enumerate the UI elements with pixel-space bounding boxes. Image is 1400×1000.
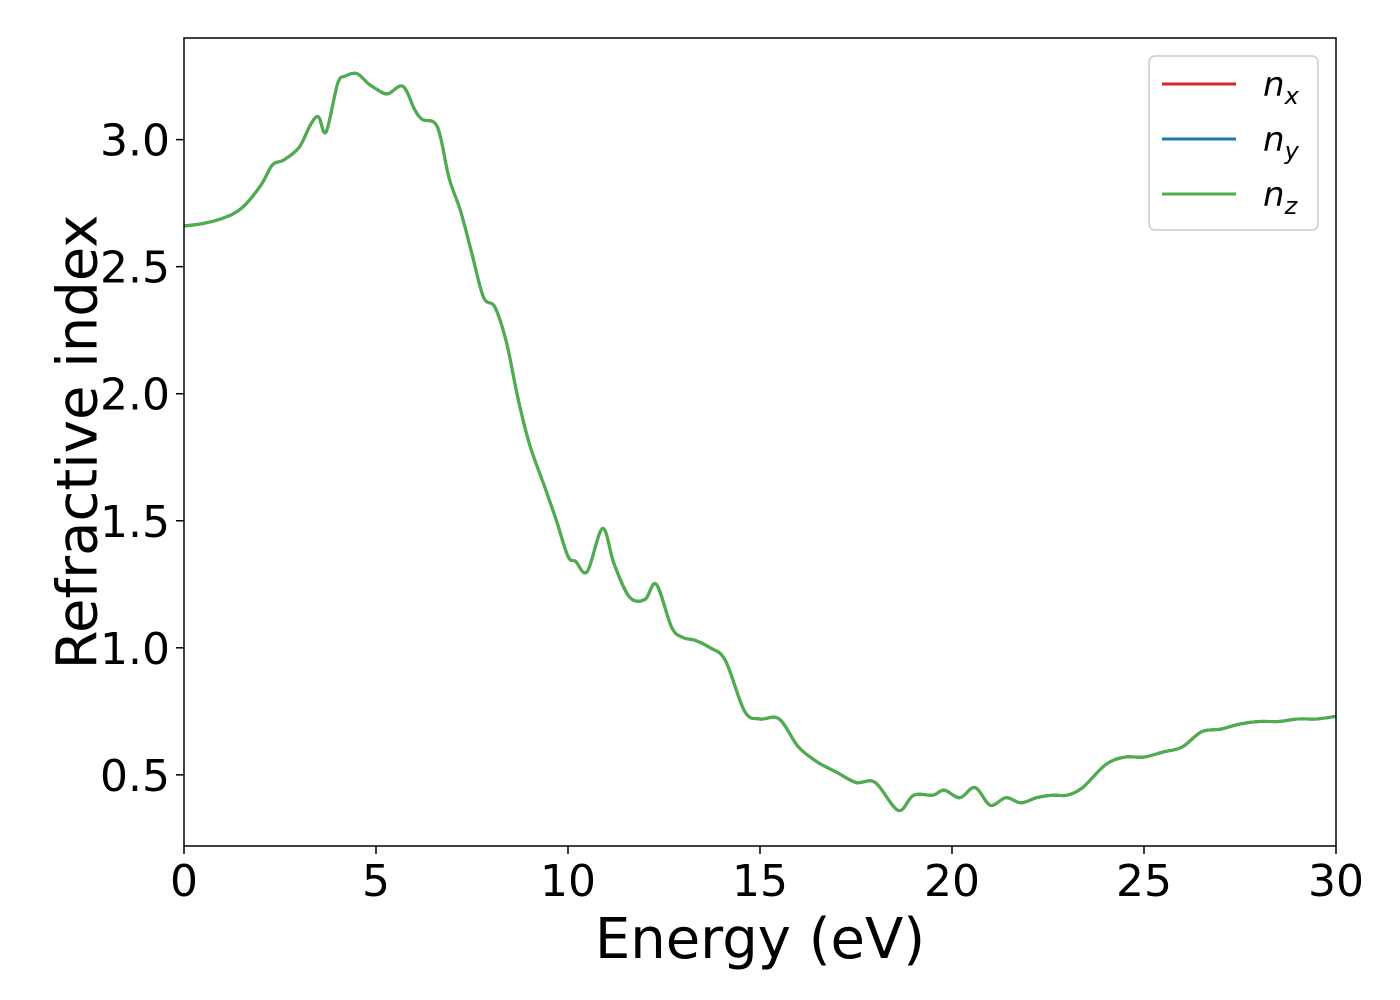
x-axis-title: Energy (eV) — [595, 907, 925, 972]
x-tick-label: 15 — [732, 856, 788, 907]
legend-subscript: x — [1284, 82, 1300, 110]
x-tick-label: 30 — [1308, 856, 1364, 907]
legend-box — [1148, 55, 1319, 231]
y-tick-label: 1.0 — [100, 624, 170, 675]
y-tick-label: 1.5 — [100, 497, 170, 548]
legend-label-nx: nx — [1263, 65, 1300, 110]
y-axis-title: Refractive index — [46, 215, 111, 670]
y-tick-label: 2.0 — [100, 370, 170, 421]
x-tick-label: 5 — [362, 856, 390, 907]
legend-subscript: y — [1284, 137, 1300, 165]
legend-symbol: n — [1263, 175, 1285, 215]
y-axis-ticks: 0.5 1.0 1.5 2.0 2.5 3.0 — [100, 116, 184, 802]
legend-label-ny: ny — [1263, 120, 1300, 165]
x-tick-label: 25 — [1116, 856, 1172, 907]
y-tick-label: 0.5 — [100, 751, 170, 802]
y-tick-label: 2.5 — [100, 243, 170, 294]
x-tick-label: 0 — [170, 856, 198, 907]
legend-symbol: n — [1263, 120, 1285, 160]
legend-symbol: n — [1263, 65, 1285, 105]
legend-label-nz: nz — [1263, 175, 1299, 220]
series-layer — [183, 71, 1337, 812]
series-line-nz — [183, 71, 1337, 812]
x-tick-label: 10 — [540, 856, 596, 907]
x-axis-ticks: 0 5 10 15 20 25 30 — [170, 846, 1364, 907]
legend-subscript: z — [1284, 192, 1299, 220]
y-tick-label: 3.0 — [100, 116, 170, 167]
x-tick-label: 20 — [924, 856, 980, 907]
